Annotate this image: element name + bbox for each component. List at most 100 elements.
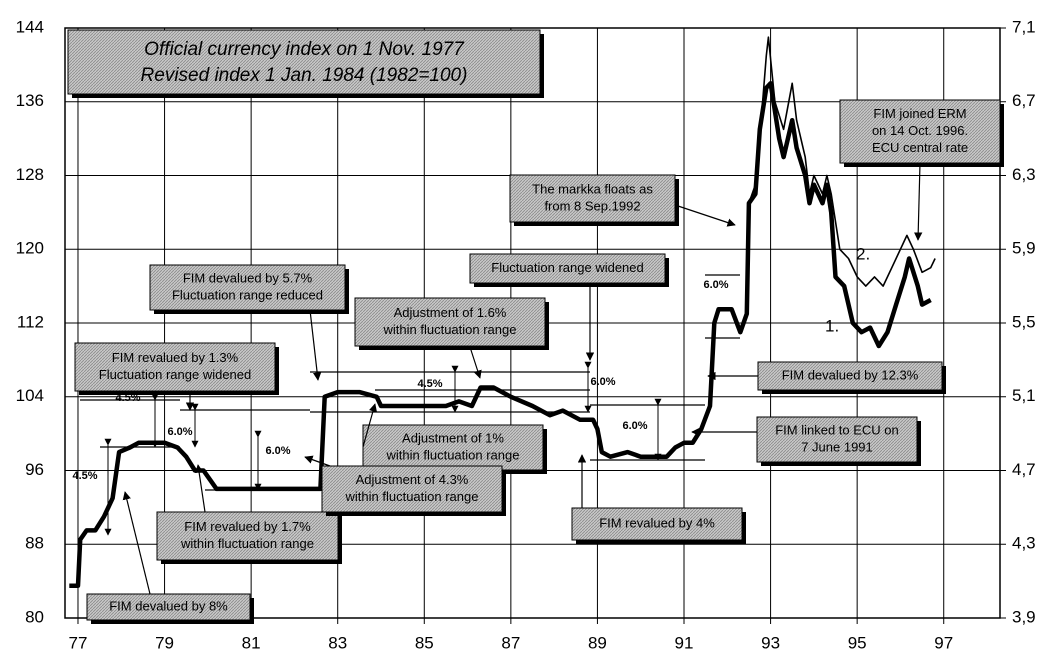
box xyxy=(509,174,676,223)
plot-frame xyxy=(64,27,1001,619)
box xyxy=(149,264,346,311)
annotation: FIM linked to ECU on 7 June 1991 xyxy=(756,416,921,466)
annotation-text: Adjustment of 4.3% xyxy=(356,472,469,487)
annotation-text: within fluctuation range xyxy=(386,447,520,462)
annotation-text: FIM revalued by 1.7% xyxy=(184,519,311,534)
band-label: 6.0% xyxy=(703,279,728,291)
x-tick-label: 81 xyxy=(242,633,261,652)
y-tick-label: 104 xyxy=(16,386,44,405)
y2-tick-label: 4,3 xyxy=(1012,534,1036,553)
annotation: FIM devalued by 8% xyxy=(86,593,254,624)
x-tick-label: 95 xyxy=(848,633,867,652)
y-tick-label: 120 xyxy=(16,239,44,258)
annotation: FIM revalued by 1.7% within fluctuation r… xyxy=(156,511,342,564)
series-line xyxy=(739,36,936,333)
annotation-text: FIM devalued by 8% xyxy=(109,598,228,613)
y-tick-label: 112 xyxy=(17,312,44,331)
y2-tick-label: 6,7 xyxy=(1012,91,1036,110)
box xyxy=(362,424,544,471)
pointer-arrow xyxy=(194,464,206,513)
y2-tick-label: 7,1 xyxy=(1012,17,1036,36)
annotation-text: from 8 Sep.1992 xyxy=(544,198,640,213)
annotation: FIM joined ERM on 14 Oct. 1996. ECU centra… xyxy=(839,99,1004,167)
x-tick-label: 97 xyxy=(934,633,953,652)
annotation-text: FIM revalued by 1.3% xyxy=(112,350,239,365)
annotation-text: within fluctuation range xyxy=(345,489,479,504)
box xyxy=(469,253,666,284)
annotation-text: FIM devalued by 5.7% xyxy=(183,270,313,285)
band-label: 6.0% xyxy=(265,445,290,457)
x-tick-label: 87 xyxy=(501,633,520,652)
annotation-text: FIM revalued by 4% xyxy=(599,515,715,530)
band-label: 6.0% xyxy=(167,426,192,438)
annotation-text: Adjustment of 1.6% xyxy=(394,305,507,320)
annotation-text: ECU central rate xyxy=(872,140,968,155)
x-tick-label: 93 xyxy=(761,633,780,652)
annotation-text: 7 June 1991 xyxy=(801,439,873,454)
y-tick-label: 144 xyxy=(16,17,44,36)
box xyxy=(571,507,743,541)
box xyxy=(354,297,546,347)
annotation-text: Fluctuation range reduced xyxy=(172,287,323,302)
box xyxy=(321,465,503,513)
box xyxy=(74,342,276,392)
annotation-text: within fluctuation range xyxy=(383,322,517,337)
band-label: 6.0% xyxy=(590,376,615,388)
y2-tick-label: 6,3 xyxy=(1012,165,1036,184)
series-label: 2. xyxy=(856,244,870,263)
x-tick-label: 83 xyxy=(328,633,347,652)
y-tick-label: 88 xyxy=(25,534,44,553)
annotation: FIM devalued by 5.7% Fluctuation range re… xyxy=(149,264,349,314)
pointer-arrow xyxy=(469,346,482,379)
box xyxy=(156,511,339,561)
annotation: Fluctuation range widened xyxy=(469,253,669,287)
annotation-text: FIM linked to ECU on xyxy=(775,422,899,437)
y2-tick-label: 3,9 xyxy=(1012,607,1036,626)
x-tick-label: 79 xyxy=(155,633,174,652)
x-tick-label: 91 xyxy=(675,633,694,652)
band-label: 4.5% xyxy=(115,392,140,404)
y-tick-label: 80 xyxy=(25,607,44,626)
pointer-arrow xyxy=(304,455,331,467)
box xyxy=(67,29,541,95)
x-tick-label: 89 xyxy=(588,633,607,652)
y2-tick-label: 5,9 xyxy=(1012,239,1036,258)
annotation-text: Adjustment of 1% xyxy=(402,430,504,445)
annotation: FIM revalued by 1.3% Fluctuation range wi… xyxy=(74,342,279,395)
annotation: FIM revalued by 4% xyxy=(571,507,746,544)
chart-title: Official currency index on 1 Nov. 1977 xyxy=(144,39,465,60)
box xyxy=(86,593,251,621)
chart-title: Revised index 1 Jan. 1984 (1982=100) xyxy=(141,65,468,86)
pointer-arrow xyxy=(122,491,151,595)
y-tick-label: 128 xyxy=(16,165,44,184)
annotation-text: within fluctuation range xyxy=(180,536,314,551)
y2-tick-label: 4,7 xyxy=(1012,460,1036,479)
annotation-text: FIM joined ERM xyxy=(873,106,966,121)
x-tick-label: 85 xyxy=(415,633,434,652)
pointer-arrow xyxy=(913,162,923,241)
series-label: 1. xyxy=(825,316,839,335)
annotation: Adjustment of 1.6% within fluctuation ran… xyxy=(354,297,549,350)
pointer-arrow xyxy=(309,309,322,381)
y2-tick-label: 5,1 xyxy=(1012,386,1036,405)
y-tick-label: 136 xyxy=(16,91,44,110)
band-label: 6.0% xyxy=(622,420,647,432)
x-tick-label: 77 xyxy=(69,633,88,652)
annotation-text: Fluctuation range widened xyxy=(491,260,644,275)
box xyxy=(839,99,1001,164)
y-tick-label: 96 xyxy=(25,460,44,479)
title-box: Official currency index on 1 Nov. 1977 Re… xyxy=(67,29,544,98)
annotation-text: FIM devalued by 12.3% xyxy=(782,367,919,382)
annotation: FIM devalued by 12.3% xyxy=(757,361,946,394)
band-label: 4.5% xyxy=(417,378,442,390)
annotation: Adjustment of 4.3% within fluctuation ran… xyxy=(321,465,506,516)
band-label: 4.5% xyxy=(72,470,97,482)
annotation: The markka floats as from 8 Sep.1992 xyxy=(509,174,679,226)
pointer-arrow xyxy=(674,204,736,227)
pointer-arrow xyxy=(362,403,378,448)
annotation-text: The markka floats as xyxy=(532,181,653,196)
annotation-text: Fluctuation range widened xyxy=(99,367,252,382)
y2-tick-label: 5,5 xyxy=(1012,312,1036,331)
annotation-text: on 14 Oct. 1996. xyxy=(872,123,968,138)
